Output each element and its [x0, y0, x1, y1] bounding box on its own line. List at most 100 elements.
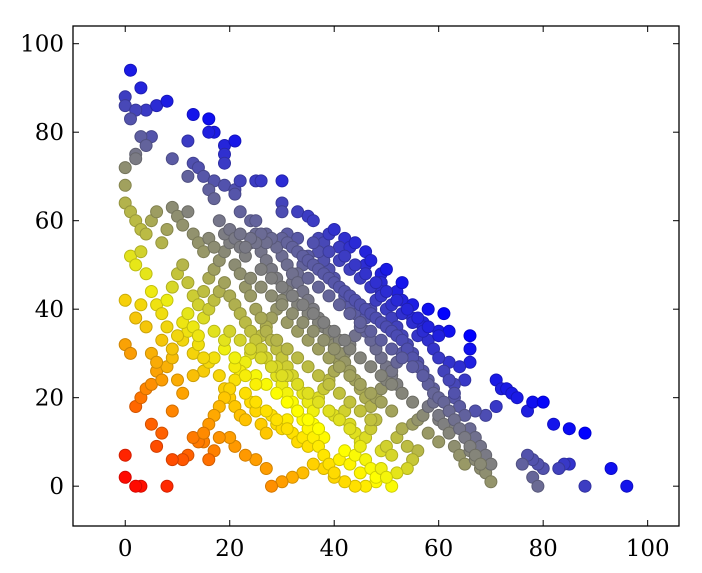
data-point [275, 298, 289, 312]
data-point [312, 422, 325, 436]
data-point [155, 333, 169, 347]
data-point [139, 227, 153, 241]
data-point [270, 386, 284, 400]
data-point [510, 391, 524, 405]
data-point [416, 369, 430, 383]
data-point [134, 298, 148, 312]
data-point [218, 276, 231, 290]
data-point [160, 293, 174, 307]
data-point [238, 369, 252, 383]
data-point [118, 293, 132, 307]
data-point [322, 245, 336, 259]
data-point [332, 298, 346, 312]
data-point [463, 329, 477, 343]
x-tick-label: 100 [626, 536, 670, 562]
data-point [322, 289, 336, 303]
data-point [379, 285, 393, 298]
data-point [332, 360, 346, 374]
data-point [207, 192, 221, 206]
data-point [165, 280, 179, 294]
data-point [489, 400, 503, 413]
data-point [395, 386, 409, 400]
data-point [181, 276, 195, 290]
data-point [249, 377, 263, 391]
y-tick-label: 100 [20, 32, 64, 58]
data-point [374, 333, 388, 347]
data-point [411, 311, 425, 325]
data-point [160, 320, 174, 334]
data-point [379, 262, 393, 276]
data-point [275, 174, 289, 188]
data-point [463, 342, 477, 356]
data-point [353, 404, 367, 418]
data-point [327, 466, 341, 480]
data-point [364, 386, 378, 400]
data-point [118, 178, 132, 192]
data-point [181, 169, 195, 183]
data-point [254, 280, 268, 294]
data-point [343, 422, 357, 436]
data-point [306, 236, 320, 250]
data-point [244, 271, 258, 285]
data-point [155, 426, 169, 440]
data-point [385, 448, 399, 462]
data-point [317, 333, 331, 347]
data-point [306, 324, 320, 338]
data-point [353, 316, 367, 329]
data-point [150, 355, 164, 369]
data-point [395, 351, 409, 365]
data-point [552, 462, 566, 475]
data-point [296, 298, 310, 312]
data-point [359, 267, 373, 281]
data-point [291, 377, 305, 391]
data-point [160, 223, 174, 236]
data-point [421, 320, 435, 334]
data-point [129, 311, 143, 325]
data-point [327, 342, 341, 356]
data-point [165, 342, 179, 356]
data-point [421, 302, 435, 316]
data-point [395, 276, 409, 290]
data-point [265, 289, 278, 303]
y-tick-label: 80 [35, 120, 64, 146]
data-point [270, 333, 284, 347]
data-point [385, 377, 399, 391]
x-tick-label: 0 [118, 536, 133, 562]
data-point [238, 240, 252, 254]
data-point [385, 342, 399, 356]
data-point [197, 426, 211, 440]
data-point [207, 324, 221, 338]
data-point [181, 134, 195, 148]
data-point [134, 81, 148, 95]
data-point [160, 94, 174, 108]
data-point [244, 342, 258, 356]
data-point [155, 236, 169, 250]
data-point [176, 386, 190, 400]
data-point [301, 271, 315, 285]
data-point [197, 351, 211, 365]
data-point [338, 249, 352, 263]
ticks-layer: 0 20 40 60 80 100 0 20 40 60 80 100 [20, 26, 679, 562]
data-point [265, 360, 278, 374]
data-point [186, 369, 200, 383]
data-point [291, 404, 305, 418]
data-point [432, 435, 446, 449]
data-point [432, 351, 446, 365]
data-point [238, 448, 252, 462]
data-point [385, 404, 399, 418]
points-layer [118, 63, 634, 493]
data-point [578, 426, 592, 440]
data-point [306, 214, 320, 228]
data-point [171, 373, 184, 387]
data-point [390, 293, 404, 307]
data-point [285, 307, 299, 321]
data-point [176, 218, 190, 232]
data-point [536, 395, 550, 409]
data-point [312, 280, 325, 294]
data-point [353, 351, 367, 365]
data-point [275, 280, 289, 294]
data-point [374, 369, 388, 383]
data-point [155, 373, 169, 387]
data-point [134, 245, 148, 259]
data-point [212, 431, 226, 444]
